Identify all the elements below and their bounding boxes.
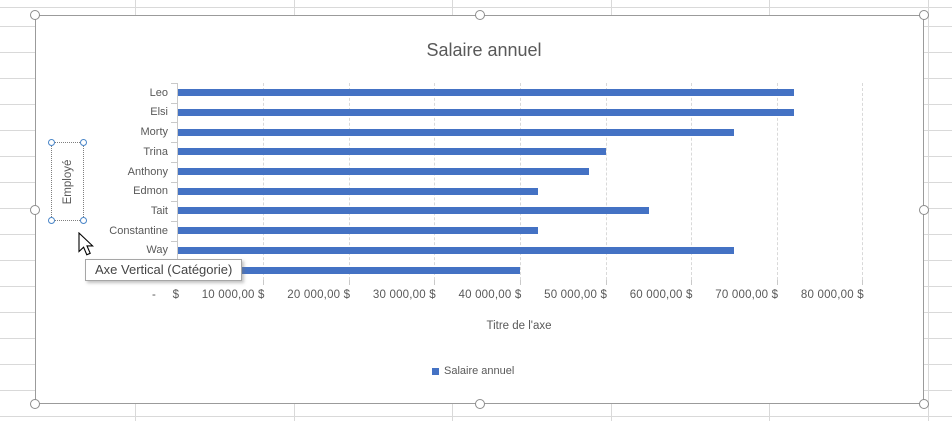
bar[interactable] — [178, 168, 589, 175]
value-gridline — [263, 83, 264, 280]
value-axis-tick — [691, 280, 692, 285]
value-axis-tick — [520, 280, 521, 285]
chart-resize-handle-middle-left[interactable] — [30, 205, 40, 215]
y-axis-title-selected[interactable]: Employé — [48, 139, 87, 224]
category-axis-tick — [171, 181, 177, 183]
value-gridline — [691, 83, 692, 280]
bar[interactable] — [178, 227, 538, 235]
category-axis-tick — [171, 240, 177, 242]
category-axis-tick — [171, 220, 177, 222]
mouse-cursor-icon — [78, 232, 94, 256]
tooltip: Axe Vertical (Catégorie) — [85, 259, 243, 281]
selection-handle-bottom-right[interactable] — [80, 217, 87, 224]
x-tick-label[interactable]: 50 000,00 $ — [544, 289, 608, 301]
category-axis-tick — [171, 83, 177, 84]
bar[interactable] — [178, 246, 734, 254]
bar[interactable] — [178, 128, 734, 136]
category-label[interactable]: Anthony — [127, 165, 168, 178]
category-axis-tick — [171, 142, 177, 144]
bar[interactable] — [178, 89, 794, 97]
chart-resize-handle-middle-right[interactable] — [919, 205, 929, 215]
x-axis-title[interactable]: Titre de l'axe — [486, 320, 552, 332]
x-tick-label[interactable]: 70 000,00 $ — [715, 289, 779, 301]
y-axis-title: Employé — [61, 159, 74, 204]
category-label[interactable]: Tait — [150, 204, 168, 217]
value-axis-tick — [263, 280, 264, 285]
value-gridline — [862, 83, 863, 280]
value-gridline — [520, 83, 521, 280]
category-axis-tick — [171, 201, 177, 203]
category-label[interactable]: Leo — [149, 86, 168, 99]
chart-resize-handle-bottom-center[interactable] — [475, 399, 485, 409]
bar[interactable] — [178, 207, 649, 215]
x-tick-label[interactable]: 40 000,00 $ — [458, 289, 522, 301]
value-gridline — [606, 83, 607, 280]
chart-resize-handle-top-right[interactable] — [919, 10, 929, 20]
chart-object[interactable]: Salaire annuel Leo Elsi Morty Trina Anthony E… — [35, 15, 924, 404]
value-gridline — [434, 83, 435, 280]
value-axis-tick — [862, 280, 863, 285]
category-axis-tick — [171, 122, 177, 124]
category-label[interactable]: Way — [146, 244, 168, 257]
x-tick-label-part: $ — [172, 289, 179, 301]
legend-label: Salaire annuel — [444, 365, 515, 377]
chart-resize-handle-top-left[interactable] — [30, 10, 40, 20]
category-axis-tick — [171, 161, 177, 163]
bar[interactable] — [178, 266, 520, 274]
category-label[interactable]: Elsi — [150, 106, 168, 119]
category-axis-tick — [171, 102, 177, 104]
legend-swatch-icon — [432, 367, 439, 375]
chart-resize-handle-bottom-left[interactable] — [30, 399, 40, 409]
value-gridline — [349, 83, 350, 280]
x-tick-label[interactable]: 60 000,00 $ — [629, 289, 693, 301]
value-axis-tick — [777, 280, 778, 285]
worksheet-row-line — [0, 416, 952, 417]
selection-handle-bottom-left[interactable] — [48, 217, 55, 224]
value-axis-tick — [606, 280, 607, 285]
category-label[interactable]: Edmon — [133, 185, 168, 198]
bar[interactable] — [178, 108, 794, 116]
x-tick-label[interactable]: 80 000,00 $ — [800, 289, 864, 301]
selection-handle-top-right[interactable] — [80, 139, 87, 146]
category-label[interactable]: Constantine — [109, 224, 168, 237]
bar[interactable] — [178, 187, 538, 195]
chart-resize-handle-top-center[interactable] — [475, 10, 485, 20]
bar[interactable] — [178, 148, 606, 156]
worksheet-row-line — [0, 7, 952, 8]
value-axis-tick — [434, 280, 435, 285]
x-tick-label[interactable]: 10 000,00 $ — [201, 289, 265, 301]
x-tick-label-part: - — [152, 289, 156, 301]
chart-title[interactable]: Salaire annuel — [426, 40, 542, 60]
x-tick-label[interactable]: - $ — [152, 288, 179, 302]
category-axis-line — [177, 83, 178, 280]
x-tick-label[interactable]: 30 000,00 $ — [372, 289, 436, 301]
legend[interactable]: Salaire annuel — [432, 365, 514, 377]
x-tick-label[interactable]: 20 000,00 $ — [287, 289, 351, 301]
category-label[interactable]: Trina — [143, 145, 168, 158]
value-axis-tick — [349, 280, 350, 285]
value-gridline — [777, 83, 778, 280]
chart-resize-handle-bottom-right[interactable] — [919, 399, 929, 409]
selection-handle-top-left[interactable] — [48, 139, 55, 146]
category-label[interactable]: Morty — [140, 126, 169, 139]
